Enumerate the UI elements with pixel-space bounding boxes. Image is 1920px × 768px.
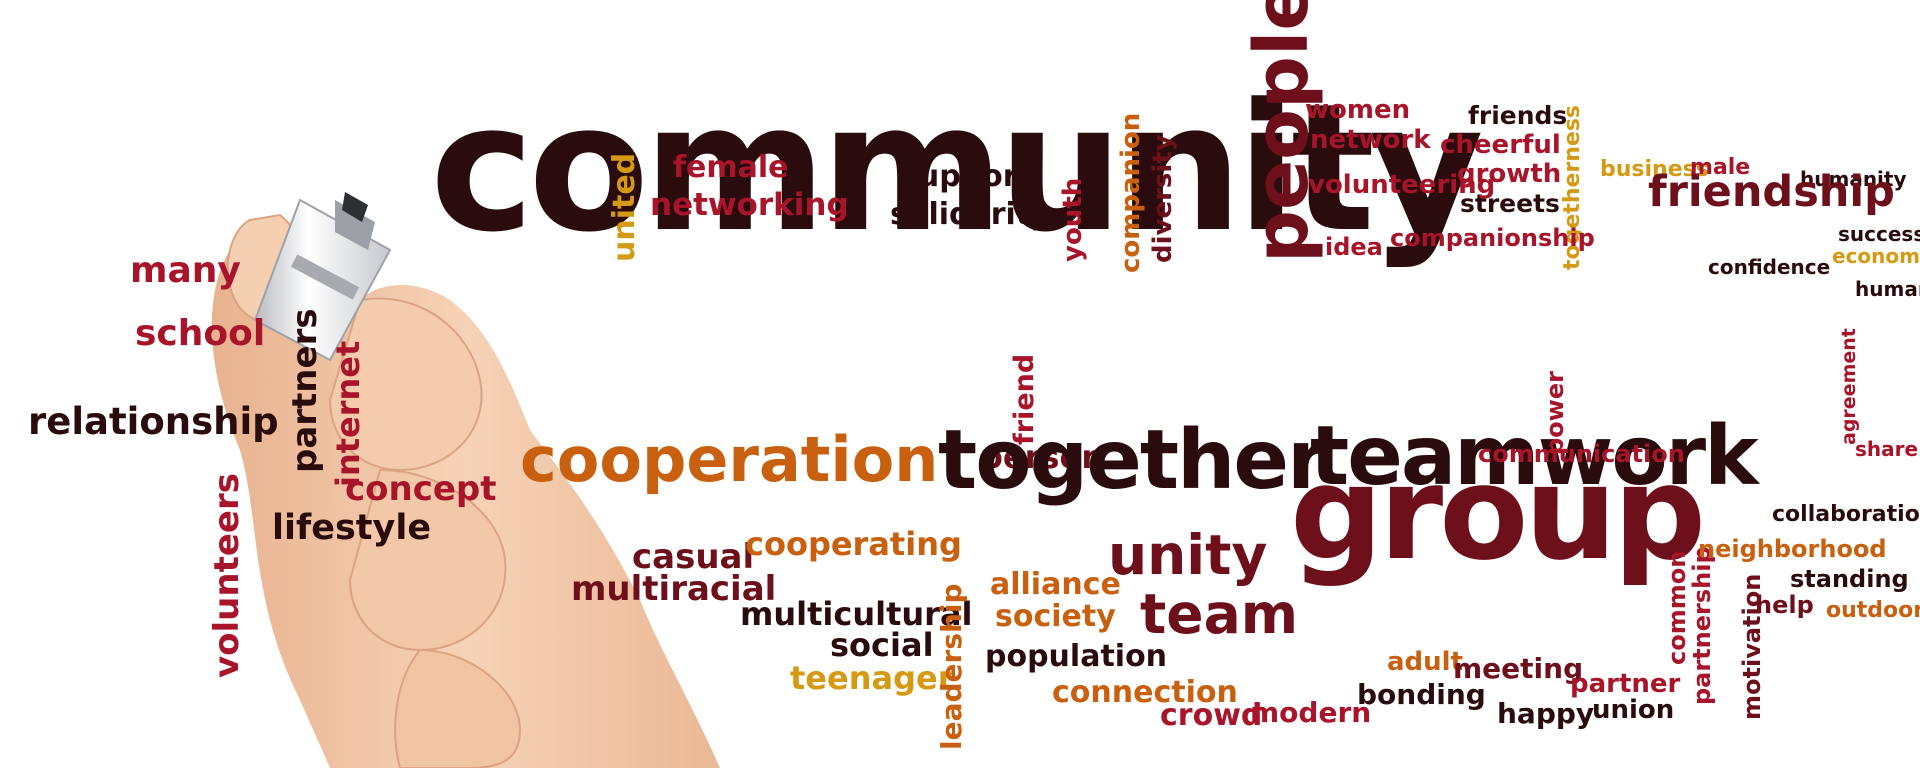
word-women: women: [1305, 94, 1411, 125]
word-population: population: [985, 639, 1168, 675]
word-support: support: [900, 159, 1032, 195]
word-cooperation: cooperation: [520, 423, 939, 497]
word-volunteering: volunteering: [1308, 169, 1496, 200]
word-union: union: [1592, 694, 1675, 725]
word-teamwork: teamwork: [1310, 408, 1759, 504]
word-companion: companion: [1116, 112, 1146, 273]
word-concept: concept: [345, 469, 497, 510]
word-society: society: [995, 599, 1116, 635]
word-team: team: [1140, 581, 1299, 646]
word-partners: partners: [285, 308, 325, 473]
word-female: female: [673, 150, 789, 186]
word-economy: economy: [1832, 243, 1920, 268]
word-alliance: alliance: [990, 567, 1121, 603]
word-meeting: meeting: [1453, 652, 1584, 686]
word-school: school: [135, 313, 266, 355]
word-leadership: leadership: [935, 583, 968, 750]
word-teenager: teenager: [790, 658, 954, 697]
word-growth: growth: [1457, 158, 1562, 189]
word-community: community: [430, 65, 1484, 271]
word-partner: partner: [1570, 668, 1681, 699]
word-casual: casual: [632, 537, 755, 578]
word-cooperating: cooperating: [745, 524, 962, 563]
word-lifestyle: lifestyle: [272, 508, 432, 549]
word-network: network: [1310, 124, 1431, 155]
word-neighborhood: neighborhood: [1698, 535, 1887, 564]
word-people: people: [1239, 0, 1325, 263]
word-collaboration: collaboration: [1772, 501, 1920, 527]
word-social: social: [830, 625, 934, 664]
word-agreement: agreement: [1838, 328, 1860, 445]
word-confidence: confidence: [1708, 254, 1831, 279]
word-volunteers: volunteers: [207, 473, 247, 678]
word-share: share: [1855, 436, 1919, 461]
word-common: common: [1663, 550, 1691, 665]
word-humanity: humanity: [1800, 166, 1907, 191]
word-unity: unity: [1108, 522, 1268, 587]
word-modern: modern: [1250, 696, 1372, 730]
word-group: group: [1290, 437, 1706, 590]
word-outdoors: outdoors: [1826, 597, 1920, 623]
word-many: many: [130, 250, 241, 292]
word-united: united: [607, 152, 642, 262]
word-bonding: bonding: [1357, 678, 1486, 712]
word-internet: internet: [329, 340, 367, 487]
word-multicultural: multicultural: [740, 594, 973, 633]
word-help: help: [1755, 591, 1814, 620]
word-human: human: [1855, 276, 1920, 301]
word-relationship: relationship: [28, 399, 279, 443]
word-streets: streets: [1460, 188, 1560, 218]
word-youth: youth: [1058, 177, 1088, 262]
word-multiracial: multiracial: [571, 569, 777, 610]
word-networking: networking: [650, 186, 849, 223]
word-happy: happy: [1497, 697, 1595, 731]
word-partnership: partnership: [1688, 546, 1716, 705]
word-solidarity: solidarity: [890, 197, 1050, 233]
word-companionship: companionship: [1390, 224, 1595, 253]
word-diversity: diversity: [1148, 134, 1178, 263]
word-success: success: [1838, 221, 1920, 246]
word-business: business: [1600, 156, 1709, 182]
word-cheerful: cheerful: [1440, 129, 1561, 160]
word-friends: friends: [1468, 100, 1568, 130]
word-idea: idea: [1325, 233, 1383, 262]
word-crowd: crowd: [1160, 698, 1263, 734]
word-connection: connection: [1052, 675, 1238, 711]
word-communication: communication: [1478, 440, 1685, 469]
word-person: person: [980, 437, 1105, 476]
word-adult: adult: [1387, 646, 1464, 677]
word-together: together: [938, 412, 1327, 508]
word-standing: standing: [1790, 565, 1909, 594]
word-male: male: [1690, 154, 1751, 180]
word-friendship: friendship: [1648, 166, 1895, 217]
